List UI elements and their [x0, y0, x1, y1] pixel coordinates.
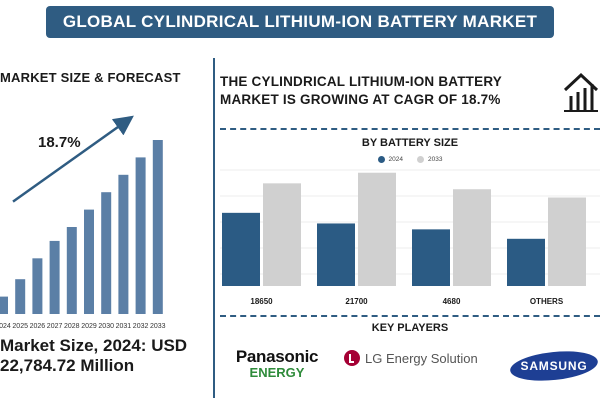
header-bar: GLOBAL CYLINDRICAL LITHIUM-ION BATTERY M…	[46, 6, 554, 38]
forecast-bar-2029	[84, 209, 94, 314]
forecast-bar-2027	[49, 240, 60, 314]
category-label-4680: 4680	[443, 297, 461, 306]
samsung-logo: SAMSUNG	[508, 347, 600, 385]
bar-21700-2024	[317, 223, 355, 286]
legend-swatch-2024	[377, 156, 385, 163]
category-label-18650: 18650	[250, 297, 273, 306]
market-size-line1: Market Size, 2024: USD	[0, 336, 188, 355]
bar-18650-2033	[263, 183, 301, 286]
forecast-tick-2029: 2029	[81, 323, 97, 330]
forecast-tick-2032: 2032	[133, 323, 149, 330]
cagr-headline: THE CYLINDRICAL LITHIUM-ION BATTERY MARK…	[220, 73, 560, 109]
panasonic-name: Panasonic	[235, 347, 319, 366]
market-size-text: Market Size, 2024: USD 22,784.72 Million	[0, 336, 215, 376]
lg-name: LG Energy Solution	[365, 350, 478, 366]
forecast-tick-2033: 2033	[150, 323, 166, 330]
forecast-bar-2025	[15, 279, 26, 314]
lg-logo: LG Energy Solution	[344, 350, 478, 366]
forecast-chart: 2024202520262027202820292030203120322033	[0, 115, 166, 330]
bar-4680-2033	[453, 189, 491, 286]
lg-symbol-icon	[344, 350, 360, 366]
market-size-line2: 22,784.72 Million	[0, 356, 135, 375]
bar-21700-2033	[358, 172, 396, 286]
category-label-21700: 21700	[345, 297, 368, 306]
size-chart-legend: 2024 2033	[220, 156, 600, 163]
forecast-tick-2024: 2024	[0, 323, 11, 330]
panel-divider	[213, 58, 215, 398]
size-chart: 18650 21700 4680 OTHERS	[220, 169, 600, 306]
header-banner: GLOBAL CYLINDRICAL LITHIUM-ION BATTERY M…	[0, 0, 600, 44]
divider-dashed-bottom	[220, 315, 600, 317]
bar-18650-2024	[222, 212, 260, 286]
forecast-tick-2025: 2025	[12, 323, 28, 330]
forecast-tick-2028: 2028	[64, 323, 80, 330]
forecast-bar-2030	[101, 192, 112, 314]
forecast-bar-2028	[66, 227, 77, 314]
page-title: GLOBAL CYLINDRICAL LITHIUM-ION BATTERY M…	[62, 12, 538, 31]
forecast-bar-2033	[152, 140, 163, 314]
legend-item-2033: 2033	[417, 156, 442, 163]
house-growth-icon	[563, 72, 599, 112]
legend-label-2024: 2024	[388, 156, 403, 163]
forecast-tick-2031: 2031	[116, 323, 132, 330]
legend-item-2024: 2024	[377, 156, 403, 163]
forecast-bar-2026	[32, 258, 43, 314]
divider-dashed-top	[220, 128, 600, 130]
forecast-title: MARKET SIZE & FORECAST	[0, 70, 181, 85]
category-label-others: OTHERS	[530, 297, 564, 306]
bar-4680-2024	[412, 229, 450, 286]
panasonic-sub: ENERGY	[249, 365, 305, 380]
forecast-tick-2027: 2027	[47, 323, 63, 330]
bar-others-2033	[548, 197, 586, 286]
headline-line2: MARKET IS GROWING AT CAGR OF 18.7%	[220, 92, 501, 107]
samsung-name: SAMSUNG	[520, 359, 588, 373]
forecast-bar-2024	[0, 296, 8, 314]
panasonic-logo: Panasonic ENERGY	[229, 348, 325, 380]
legend-label-2033: 2033	[428, 156, 443, 163]
legend-swatch-2033	[417, 156, 424, 163]
cagr-label: 18.7%	[38, 134, 81, 151]
forecast-bar-2032	[135, 157, 146, 314]
size-chart-title: BY BATTERY SIZE	[361, 137, 459, 149]
headline-line1: THE CYLINDRICAL LITHIUM-ION BATTERY	[220, 74, 502, 89]
bar-others-2024	[507, 238, 545, 286]
forecast-tick-2026: 2026	[30, 323, 46, 330]
key-players-title: KEY PLAYERS	[371, 322, 449, 334]
forecast-tick-2030: 2030	[98, 323, 114, 330]
forecast-bar-2031	[118, 174, 129, 314]
growth-arrow	[12, 115, 134, 203]
